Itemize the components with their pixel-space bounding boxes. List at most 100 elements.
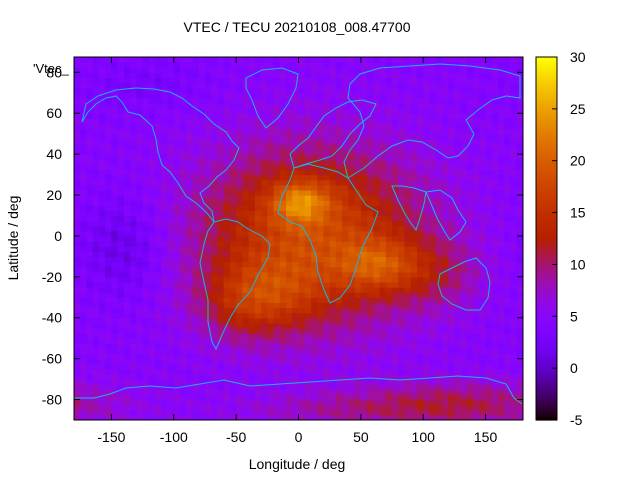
heatmap-cell bbox=[292, 409, 300, 416]
heatmap-cell bbox=[317, 327, 325, 334]
heatmap-cell bbox=[105, 281, 113, 288]
heatmap-cell bbox=[454, 302, 462, 309]
heatmap-cell bbox=[217, 113, 225, 119]
heatmap-cell bbox=[379, 82, 387, 89]
heatmap-cell bbox=[267, 292, 275, 298]
heatmap-cell bbox=[217, 210, 225, 217]
heatmap-cell bbox=[211, 225, 219, 232]
heatmap-cell bbox=[248, 348, 256, 355]
heatmap-cell bbox=[441, 353, 449, 360]
heatmap-cell bbox=[223, 399, 231, 406]
heatmap-cell bbox=[292, 368, 300, 375]
heatmap-cell bbox=[236, 297, 243, 304]
heatmap-cell bbox=[516, 108, 523, 114]
heatmap-cell bbox=[155, 251, 162, 257]
heatmap-cell bbox=[354, 149, 362, 155]
heatmap-cell bbox=[367, 149, 374, 155]
heatmap-cell bbox=[130, 312, 137, 319]
heatmap-cell bbox=[329, 302, 337, 309]
heatmap-cell bbox=[173, 97, 181, 104]
heatmap-cell bbox=[242, 409, 250, 416]
heatmap-cell bbox=[186, 159, 194, 165]
heatmap-cell bbox=[342, 312, 349, 319]
heatmap-cell bbox=[317, 143, 325, 150]
heatmap-cell bbox=[80, 103, 88, 109]
heatmap-cell bbox=[429, 108, 437, 114]
heatmap-cell bbox=[404, 266, 412, 273]
heatmap-cell bbox=[466, 230, 474, 237]
heatmap-cell bbox=[491, 312, 499, 319]
heatmap-cell bbox=[504, 123, 512, 130]
heatmap-cell bbox=[279, 225, 287, 232]
heatmap-cell bbox=[429, 343, 437, 350]
heatmap-cell bbox=[155, 327, 162, 334]
heatmap-cell bbox=[429, 256, 437, 263]
heatmap-cell bbox=[236, 215, 243, 222]
heatmap-cell bbox=[460, 189, 468, 196]
heatmap-cell bbox=[242, 358, 250, 365]
heatmap-cell bbox=[98, 205, 106, 211]
heatmap-cell bbox=[254, 297, 262, 304]
heatmap-cell bbox=[180, 409, 187, 416]
heatmap-cell bbox=[448, 358, 456, 365]
heatmap-cell bbox=[223, 353, 231, 360]
heatmap-cell bbox=[167, 123, 175, 130]
heatmap-cell bbox=[498, 389, 505, 396]
heatmap-cell bbox=[236, 363, 243, 370]
heatmap-cell bbox=[466, 149, 474, 155]
heatmap-cell bbox=[105, 384, 113, 390]
heatmap-cell bbox=[498, 169, 505, 176]
heatmap-cell bbox=[155, 67, 162, 73]
heatmap-cell bbox=[460, 97, 468, 104]
heatmap-cell bbox=[329, 225, 337, 232]
heatmap-cell bbox=[348, 87, 356, 94]
heatmap-cell bbox=[429, 307, 437, 314]
heatmap-cell bbox=[180, 118, 187, 125]
heatmap-cell bbox=[198, 241, 206, 247]
heatmap-cell bbox=[310, 307, 318, 314]
heatmap-cell bbox=[310, 72, 318, 79]
heatmap-cell bbox=[198, 169, 206, 176]
heatmap-cell bbox=[416, 235, 424, 242]
heatmap-cell bbox=[379, 184, 387, 191]
heatmap-cell bbox=[167, 154, 175, 160]
heatmap-cell bbox=[473, 169, 480, 176]
heatmap-cell bbox=[286, 251, 293, 257]
heatmap-cell bbox=[473, 225, 480, 232]
heatmap-cell bbox=[142, 266, 150, 273]
heatmap-cell bbox=[485, 246, 493, 252]
heatmap-cell bbox=[117, 241, 125, 247]
heatmap-cell bbox=[198, 373, 206, 380]
heatmap-cell bbox=[435, 200, 443, 206]
heatmap-cell bbox=[279, 230, 287, 237]
heatmap-cell bbox=[510, 200, 518, 206]
heatmap-cell bbox=[310, 251, 318, 257]
heatmap-cell bbox=[354, 261, 362, 268]
heatmap-cell bbox=[491, 261, 499, 268]
heatmap-cell bbox=[279, 138, 287, 145]
heatmap-cell bbox=[92, 379, 100, 385]
heatmap-cell bbox=[435, 184, 443, 191]
heatmap-cell bbox=[211, 169, 219, 176]
heatmap-cell bbox=[130, 317, 137, 324]
heatmap-cell bbox=[123, 189, 131, 196]
heatmap-cell bbox=[248, 215, 256, 222]
heatmap-cell bbox=[223, 322, 231, 329]
heatmap-cell bbox=[404, 327, 412, 334]
heatmap-cell bbox=[379, 379, 387, 385]
heatmap-cell bbox=[485, 230, 493, 237]
heatmap-cell bbox=[111, 373, 119, 380]
heatmap-cell bbox=[242, 261, 250, 268]
heatmap-cell bbox=[98, 235, 106, 242]
heatmap-cell bbox=[354, 317, 362, 324]
heatmap-cell bbox=[485, 394, 493, 401]
heatmap-cell bbox=[485, 87, 493, 94]
heatmap-cell bbox=[385, 92, 393, 99]
heatmap-cell bbox=[86, 409, 94, 416]
heatmap-cell bbox=[367, 404, 374, 411]
heatmap-cell bbox=[454, 414, 462, 420]
heatmap-cell bbox=[373, 373, 381, 380]
heatmap-cell bbox=[217, 353, 225, 360]
heatmap-cell bbox=[161, 276, 169, 283]
heatmap-cell bbox=[192, 123, 200, 130]
